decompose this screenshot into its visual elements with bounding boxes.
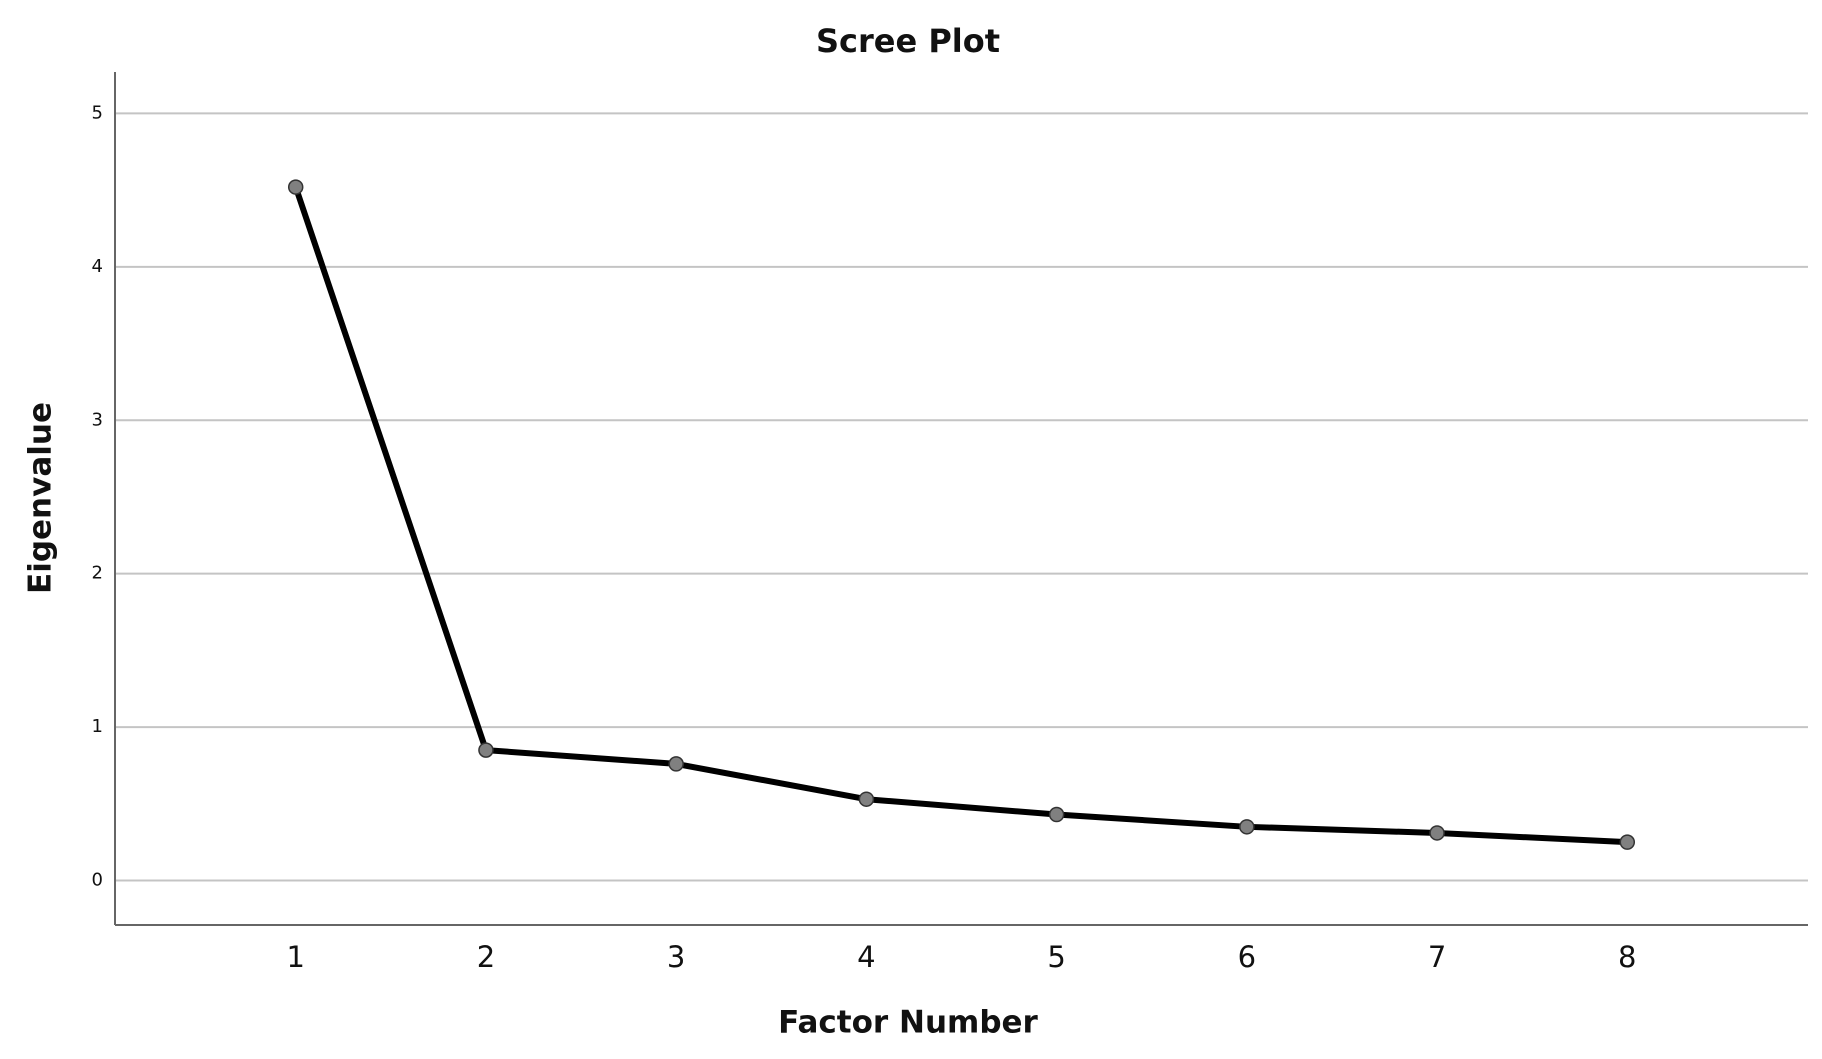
data-line <box>292 186 1628 846</box>
data-point <box>1239 819 1255 835</box>
x-tick-label: 5 <box>1047 940 1065 974</box>
y-axis-label: Eigenvalue <box>23 402 59 594</box>
data-point <box>1619 834 1636 850</box>
data-point <box>1429 825 1445 841</box>
y-tick-label: 5 <box>92 102 103 123</box>
y-tick-label: 0 <box>92 870 103 891</box>
data-point <box>858 791 875 807</box>
data-point <box>1048 806 1065 823</box>
x-axis-label: Factor Number <box>778 1005 1038 1041</box>
x-tick-label: 7 <box>1428 940 1446 974</box>
data-point <box>287 179 304 195</box>
chart-title: Scree Plot <box>816 22 1000 60</box>
y-tick-label: 3 <box>92 409 103 430</box>
x-tick-label: 6 <box>1238 940 1256 974</box>
x-tick-label: 3 <box>667 940 685 974</box>
x-tick-label: 2 <box>477 940 495 974</box>
x-tick-label: 4 <box>857 940 875 974</box>
x-tick-label: 8 <box>1618 940 1636 974</box>
y-tick-label: 4 <box>92 256 103 277</box>
y-tick-label: 2 <box>92 563 103 584</box>
data-point <box>668 756 684 772</box>
y-tick-label: 1 <box>92 716 103 737</box>
data-point <box>478 742 494 758</box>
x-tick-label: 1 <box>286 940 304 974</box>
